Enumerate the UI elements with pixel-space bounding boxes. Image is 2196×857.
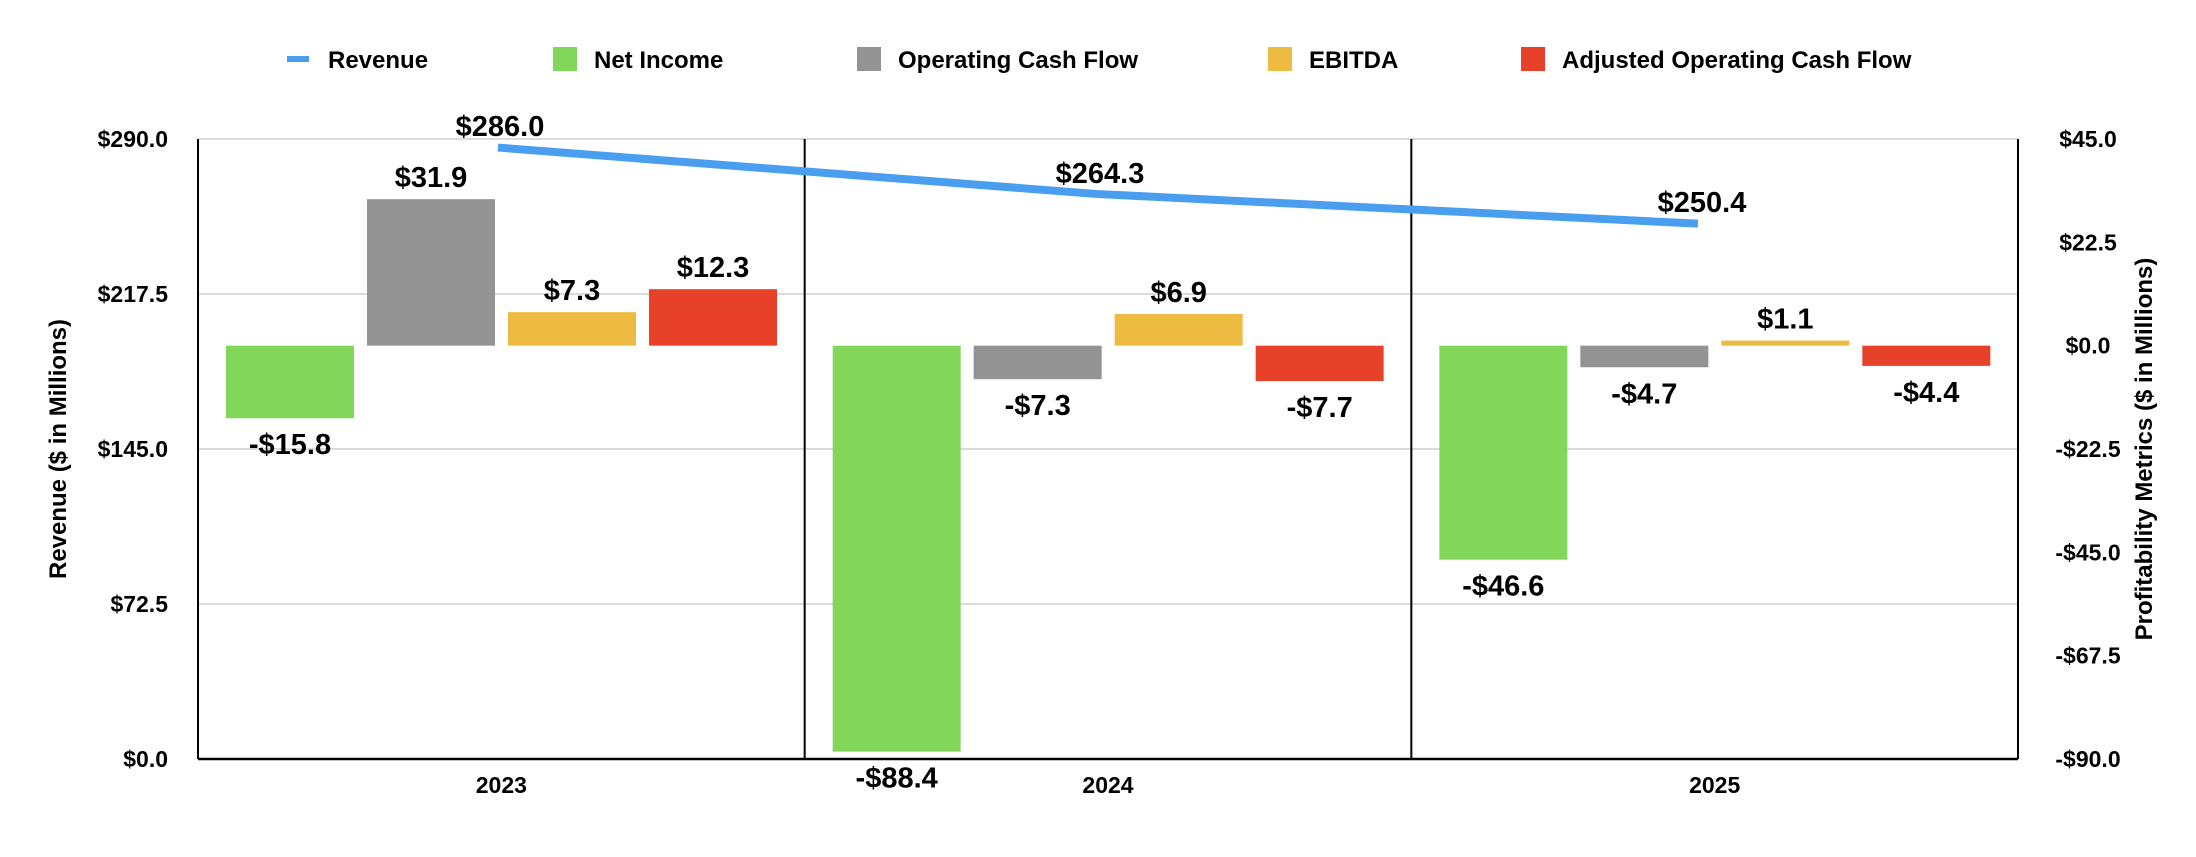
- right-tick-label: $22.5: [2059, 229, 2117, 255]
- data-label: -$46.6: [1462, 571, 1544, 603]
- right-axis-title: Profitability Metrics ($ in Millions): [2131, 258, 2158, 641]
- bar: [1255, 345, 1384, 382]
- left-tick-label: $290.0: [98, 126, 168, 152]
- legend-label: Adjusted Operating Cash Flow: [1562, 47, 1912, 74]
- data-label: $7.3: [544, 275, 600, 307]
- right-tick-label: -$22.5: [2055, 436, 2120, 462]
- right-tick-label: $0.0: [2066, 333, 2111, 359]
- right-tick-label: -$67.5: [2055, 643, 2120, 669]
- right-tick-label: $45.0: [2059, 126, 2117, 152]
- legend-label: Operating Cash Flow: [898, 47, 1138, 74]
- right-tick-label: -$45.0: [2055, 539, 2120, 565]
- bar: [1580, 345, 1709, 368]
- legend-swatch: [857, 47, 881, 71]
- revenue-data-label: $250.4: [1658, 187, 1747, 219]
- category-label: 2024: [1082, 772, 1133, 798]
- bar: [1721, 340, 1850, 346]
- revenue-line: [497, 143, 1699, 228]
- legend-label: EBITDA: [1309, 47, 1398, 74]
- bar: [832, 345, 961, 752]
- category-label: 2025: [1689, 772, 1740, 798]
- legend-swatch: [1268, 47, 1292, 71]
- data-label: $6.9: [1150, 277, 1206, 309]
- data-label: -$4.7: [1611, 378, 1677, 410]
- data-label: $12.3: [677, 252, 750, 284]
- left-tick-label: $0.0: [123, 746, 168, 772]
- data-label: -$7.7: [1287, 392, 1353, 424]
- bar: [508, 312, 636, 346]
- bar: [367, 199, 495, 346]
- data-label: -$7.3: [1005, 390, 1071, 422]
- legend-label: Net Income: [594, 47, 723, 74]
- revenue-data-label: $264.3: [1056, 158, 1145, 190]
- left-tick-label: $145.0: [98, 436, 168, 462]
- revenue-data-label: $286.0: [456, 111, 545, 143]
- data-label: $1.1: [1757, 304, 1813, 336]
- left-tick-label: $217.5: [98, 281, 169, 307]
- bar: [649, 289, 777, 346]
- legend-swatch: [1521, 47, 1545, 71]
- bar: [1114, 313, 1243, 346]
- left-axis-title: Revenue ($ in Millions): [45, 319, 72, 579]
- data-label: $31.9: [395, 162, 468, 194]
- bar: [973, 345, 1102, 380]
- right-tick-label: -$90.0: [2055, 746, 2120, 772]
- bar: [1862, 345, 1991, 366]
- legend-label: Revenue: [328, 47, 428, 74]
- data-label: -$4.4: [1893, 377, 1959, 409]
- left-tick-label: $72.5: [110, 591, 168, 617]
- data-label: -$15.8: [249, 429, 331, 461]
- data-label: -$88.4: [856, 763, 938, 795]
- category-label: 2023: [476, 772, 527, 798]
- bar: [1439, 345, 1568, 560]
- bar: [226, 345, 354, 419]
- legend-swatch: [553, 47, 577, 71]
